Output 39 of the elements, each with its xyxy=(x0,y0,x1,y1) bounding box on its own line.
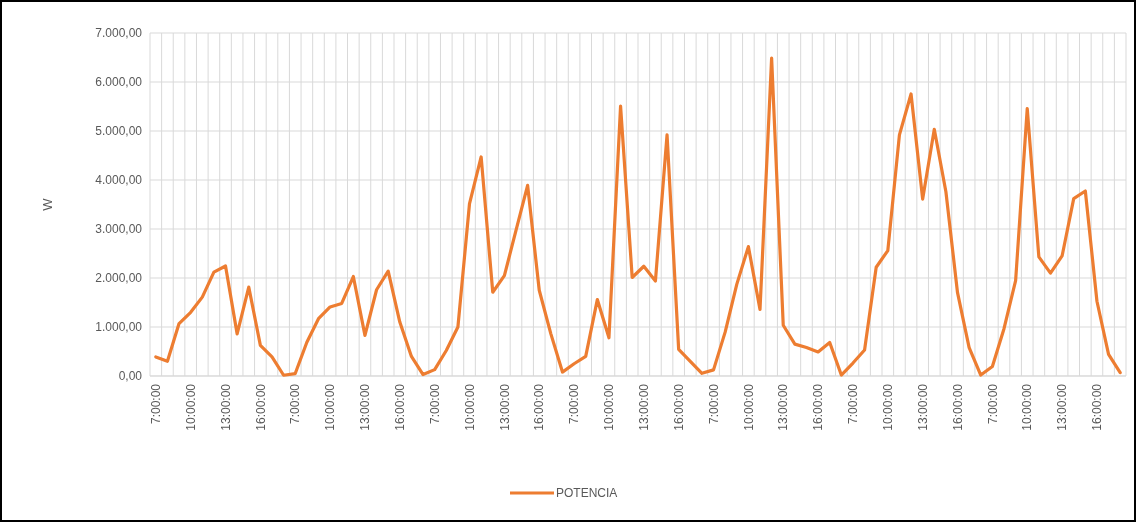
x-tick-label: 7:00:00 xyxy=(567,383,582,425)
x-tick-label: 7:00:00 xyxy=(846,383,861,425)
x-tick-label: 13:00:00 xyxy=(1055,383,1070,431)
x-tick-label: 7:00:00 xyxy=(288,383,303,425)
y-tick-label: 2.000,00 xyxy=(95,271,143,286)
x-tick-label: 16:00:00 xyxy=(532,383,547,431)
y-tick-label: 7.000,00 xyxy=(95,26,143,41)
x-tick-label: 10:00:00 xyxy=(323,383,338,431)
y-axis-title: W xyxy=(40,197,55,211)
x-tick-label: 16:00:00 xyxy=(1090,383,1105,431)
x-tick-label: 10:00:00 xyxy=(741,383,756,431)
y-tick-label: 3.000,00 xyxy=(95,222,143,237)
y-tick-label: 6.000,00 xyxy=(95,75,143,90)
x-tick-label: 16:00:00 xyxy=(950,383,965,431)
y-tick-label: 5.000,00 xyxy=(95,124,143,139)
legend-label: POTENCIA xyxy=(556,486,618,501)
x-tick-label: 10:00:00 xyxy=(462,383,477,431)
x-tick-label: 10:00:00 xyxy=(881,383,896,431)
x-tick-label: 16:00:00 xyxy=(393,383,408,431)
x-tick-label: 13:00:00 xyxy=(776,383,791,431)
x-tick-label: 13:00:00 xyxy=(637,383,652,431)
x-tick-label: 10:00:00 xyxy=(602,383,617,431)
x-tick-label: 13:00:00 xyxy=(915,383,930,431)
x-tick-label: 7:00:00 xyxy=(985,383,1000,425)
x-tick-label: 16:00:00 xyxy=(253,383,268,431)
y-tick-label: 1.000,00 xyxy=(95,320,143,335)
x-tick-label: 16:00:00 xyxy=(671,383,686,431)
x-tick-label: 13:00:00 xyxy=(218,383,233,431)
x-tick-label: 10:00:00 xyxy=(183,383,198,431)
x-tick-label: 16:00:00 xyxy=(811,383,826,431)
y-tick-label: 0,00 xyxy=(118,369,143,384)
x-tick-label: 10:00:00 xyxy=(1020,383,1035,431)
line-series xyxy=(154,56,1122,377)
x-tick-label: 7:00:00 xyxy=(706,383,721,425)
x-tick-label: 7:00:00 xyxy=(149,383,164,425)
x-tick-label: 13:00:00 xyxy=(358,383,373,431)
x-tick-label: 7:00:00 xyxy=(427,383,442,425)
x-tick-label: 13:00:00 xyxy=(497,383,512,431)
y-tick-label: 4.000,00 xyxy=(95,173,143,188)
